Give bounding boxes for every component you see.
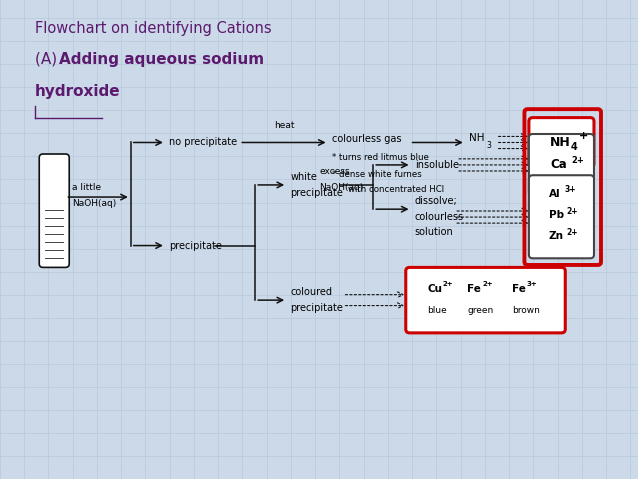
Text: a little: a little xyxy=(71,183,101,193)
Text: NH: NH xyxy=(550,136,571,149)
Text: 2+: 2+ xyxy=(567,228,578,237)
Text: coloured: coloured xyxy=(290,287,332,297)
Text: with concentrated HCl: with concentrated HCl xyxy=(348,185,444,194)
Text: 3: 3 xyxy=(486,141,491,150)
Text: colourless: colourless xyxy=(415,212,464,222)
Text: NH: NH xyxy=(469,133,484,143)
Text: no precipitate: no precipitate xyxy=(169,137,237,148)
Text: Fe: Fe xyxy=(512,284,526,294)
Text: +: + xyxy=(579,131,588,141)
Text: heat: heat xyxy=(274,121,294,130)
Text: Flowchart on identifying Cations: Flowchart on identifying Cations xyxy=(35,21,272,36)
Text: Adding aqueous sodium: Adding aqueous sodium xyxy=(59,52,265,67)
Text: NaOH(aq): NaOH(aq) xyxy=(319,183,363,193)
Text: 3+: 3+ xyxy=(527,281,538,287)
Text: solution: solution xyxy=(415,227,454,237)
Text: Fe: Fe xyxy=(467,284,481,294)
FancyBboxPatch shape xyxy=(40,154,69,267)
Text: dissolve;: dissolve; xyxy=(415,196,457,206)
Text: precipitate: precipitate xyxy=(290,188,343,198)
Text: Zn: Zn xyxy=(549,231,564,241)
Text: Ca: Ca xyxy=(551,159,567,171)
Text: blue: blue xyxy=(427,306,447,315)
Text: brown: brown xyxy=(512,306,540,315)
Text: Al: Al xyxy=(549,189,560,199)
Text: precipitate: precipitate xyxy=(169,240,222,251)
Text: (A): (A) xyxy=(35,52,67,67)
Text: 4: 4 xyxy=(571,142,578,152)
Text: white: white xyxy=(290,172,317,182)
FancyBboxPatch shape xyxy=(529,134,594,196)
Text: green: green xyxy=(467,306,493,315)
FancyBboxPatch shape xyxy=(529,118,594,167)
Text: excess: excess xyxy=(319,167,350,176)
Text: * turns red litmus blue: * turns red litmus blue xyxy=(332,153,429,162)
Text: colourless gas: colourless gas xyxy=(332,135,401,145)
Text: precipitate: precipitate xyxy=(290,303,343,313)
Text: 2+: 2+ xyxy=(567,206,578,216)
Text: * dense white furnes: * dense white furnes xyxy=(332,170,422,179)
Text: hydroxide: hydroxide xyxy=(35,84,121,99)
Text: 2+: 2+ xyxy=(443,281,454,287)
Text: insoluble: insoluble xyxy=(415,160,459,170)
Text: 2+: 2+ xyxy=(482,281,493,287)
FancyBboxPatch shape xyxy=(406,267,565,333)
Text: 3+: 3+ xyxy=(565,185,576,194)
FancyBboxPatch shape xyxy=(529,175,594,258)
Text: Pb: Pb xyxy=(549,210,564,220)
Text: Cu: Cu xyxy=(427,284,443,294)
Text: 2+: 2+ xyxy=(571,156,584,165)
Text: NaOH(aq): NaOH(aq) xyxy=(71,199,116,207)
